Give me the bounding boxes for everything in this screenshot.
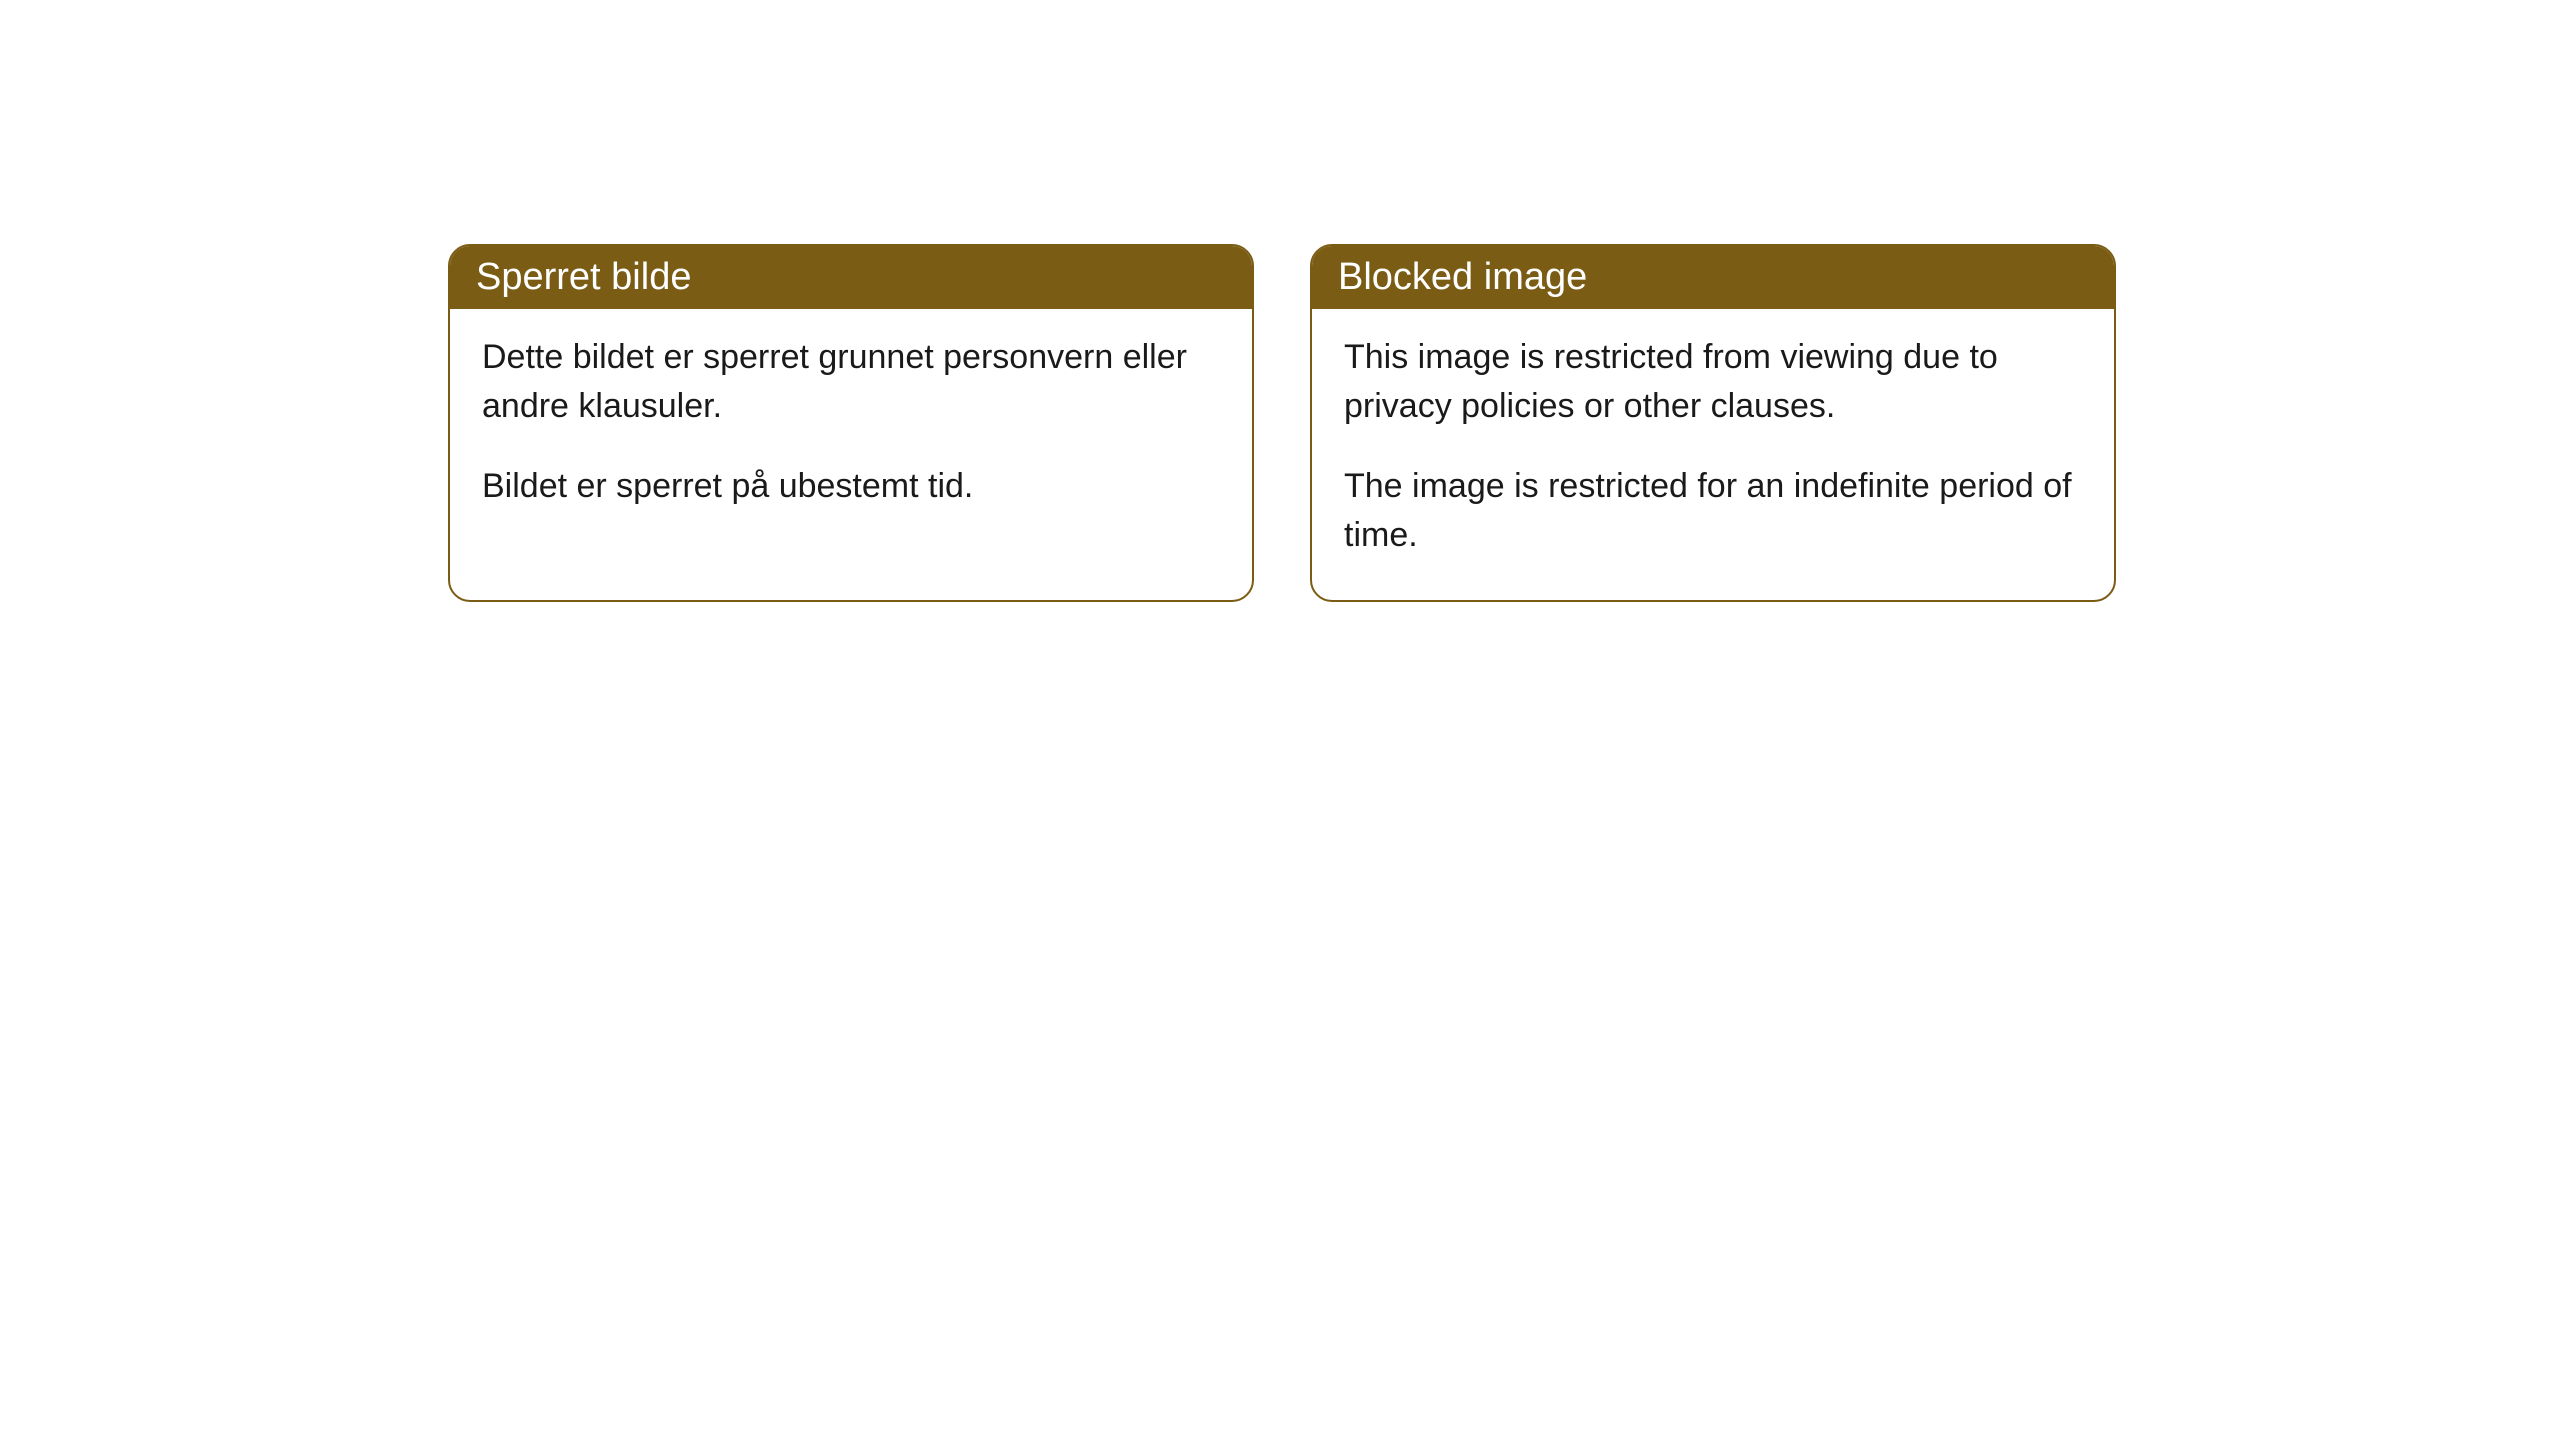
blocked-image-card-english: Blocked image This image is restricted f… [1310,244,2116,602]
card-paragraph: Dette bildet er sperret grunnet personve… [482,333,1220,432]
blocked-image-card-norwegian: Sperret bilde Dette bildet er sperret gr… [448,244,1254,602]
card-paragraph: This image is restricted from viewing du… [1344,333,2082,432]
card-header-norwegian: Sperret bilde [450,246,1252,309]
card-title: Sperret bilde [476,256,691,298]
card-title: Blocked image [1338,256,1587,298]
card-body-english: This image is restricted from viewing du… [1312,309,2114,600]
card-paragraph: Bildet er sperret på ubestemt tid. [482,462,1220,511]
card-body-norwegian: Dette bildet er sperret grunnet personve… [450,309,1252,551]
card-header-english: Blocked image [1312,246,2114,309]
notice-cards-container: Sperret bilde Dette bildet er sperret gr… [448,244,2116,602]
card-paragraph: The image is restricted for an indefinit… [1344,462,2082,561]
